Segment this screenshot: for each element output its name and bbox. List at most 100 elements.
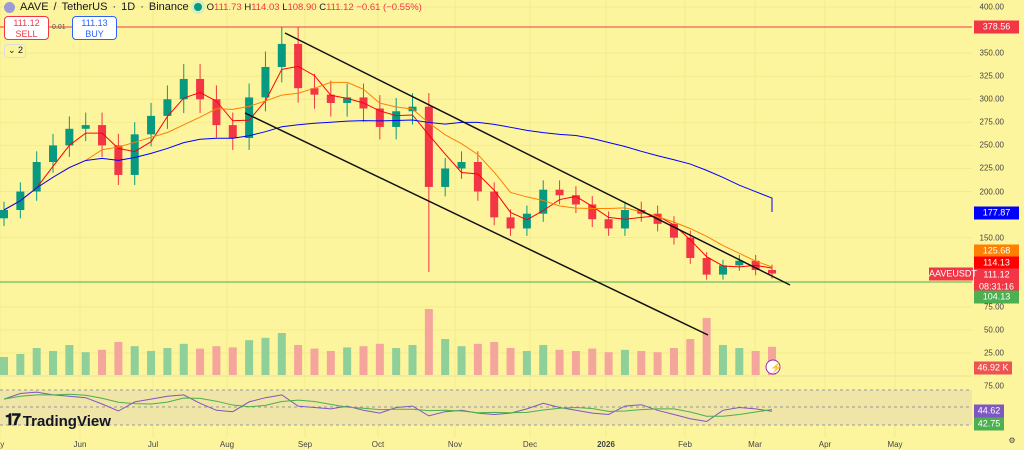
candle[interactable]: [768, 269, 776, 274]
candle[interactable]: [98, 125, 107, 146]
candle[interactable]: [473, 162, 482, 192]
time-axis-label: Feb: [678, 440, 692, 449]
time-axis-label: Oct: [371, 440, 385, 449]
candle[interactable]: [212, 99, 221, 126]
candle[interactable]: [735, 260, 744, 266]
tag-volume: 46.92 K: [974, 361, 1012, 375]
volume-bar: [147, 351, 156, 375]
volume-bar: [424, 309, 433, 375]
tradingview-logo[interactable]: 𝟏𝟕 TradingView: [5, 412, 111, 430]
candle[interactable]: [196, 78, 205, 100]
brand-name: TradingView: [22, 412, 111, 430]
candle[interactable]: [130, 134, 139, 175]
ma-short-line[interactable]: [3, 65, 773, 269]
volume-bar: [506, 348, 515, 375]
price-axis-label: 250.00: [979, 140, 1004, 150]
candle[interactable]: [163, 99, 172, 116]
volume-bar: [0, 357, 8, 375]
price-axis-label: 400.00: [979, 2, 1004, 12]
candle[interactable]: [718, 265, 727, 275]
candle[interactable]: [686, 237, 695, 258]
candle[interactable]: [375, 108, 384, 127]
volume-bar: [555, 349, 564, 375]
volume-bar: [343, 347, 352, 375]
ohlc-values: O111.73 H114.03 L108.90 C111.12 −0.61 (−…: [207, 2, 422, 13]
price-axis-label: 325.00: [979, 71, 1004, 81]
candle[interactable]: [539, 189, 548, 214]
candle[interactable]: [522, 213, 531, 229]
candle[interactable]: [392, 111, 401, 127]
indicator-count: 2: [18, 45, 24, 55]
separator: /: [53, 1, 57, 13]
volume-bar: [702, 318, 711, 375]
candle[interactable]: [702, 257, 711, 275]
settings-gear-icon[interactable]: ⚙: [1008, 436, 1016, 445]
tag-last-price: 111.12 08:31:16: [974, 268, 1019, 294]
low-label: L: [282, 1, 288, 13]
change-value: −0.61 (−0.55%): [356, 1, 422, 13]
candle[interactable]: [669, 223, 678, 238]
candle[interactable]: [277, 43, 286, 67]
channel-upper-line[interactable]: [284, 32, 791, 286]
candle[interactable]: [245, 97, 254, 139]
candle[interactable]: [65, 128, 74, 146]
time-axis-label: Sep: [297, 440, 313, 449]
volume-bar: [604, 352, 613, 375]
volume-bar: [392, 348, 401, 375]
volume-bar: [228, 347, 237, 375]
buy-label: BUY: [85, 29, 104, 39]
candle[interactable]: [588, 204, 597, 220]
indicators-toggle[interactable]: ⌄ 2: [4, 44, 26, 58]
candle[interactable]: [424, 106, 433, 187]
candle[interactable]: [571, 195, 580, 205]
sell-label: SELL: [15, 29, 38, 39]
volume-bar: [718, 345, 727, 375]
candle[interactable]: [228, 125, 237, 139]
candle[interactable]: [343, 97, 352, 103]
lightning-icon[interactable]: [765, 359, 781, 375]
high-value: 114.03: [251, 1, 280, 13]
candle[interactable]: [81, 125, 90, 129]
tradingview-mark-icon: 𝟏𝟕: [5, 412, 21, 429]
time-axis-label: Mar: [748, 440, 762, 449]
volume-bar: [32, 348, 41, 375]
channel-lower-line[interactable]: [244, 112, 709, 336]
tag-rsi: 44.62: [974, 404, 1004, 418]
volume-bar: [359, 346, 368, 375]
open-label: O: [206, 1, 215, 13]
buy-button[interactable]: 111.13 BUY: [72, 16, 117, 40]
candle[interactable]: [604, 219, 613, 229]
volume-bar: [669, 348, 678, 375]
rsi-ma-line[interactable]: [3, 393, 773, 417]
volume-bar: [751, 351, 760, 375]
candle[interactable]: [506, 217, 515, 229]
candle[interactable]: [457, 162, 466, 169]
volume-bar: [65, 345, 74, 375]
candle[interactable]: [0, 209, 8, 219]
volume-bar: [16, 354, 25, 375]
volume-bar: [473, 343, 482, 375]
interval: 1D: [121, 1, 136, 13]
countdown: 08:31:16: [978, 281, 1015, 292]
candle[interactable]: [310, 88, 319, 95]
price-axis-label: 350.00: [979, 48, 1004, 58]
price-axis-label: 150.00: [979, 233, 1004, 243]
aave-logo-icon: [4, 1, 15, 13]
time-axis-label: Apr: [818, 440, 832, 449]
sell-button[interactable]: 111.12 SELL: [4, 16, 49, 40]
tag-hline: 378.56: [974, 20, 1019, 34]
symbol-header[interactable]: AAVE / TetherUS · 1D · Binance O111.73 H…: [4, 0, 422, 14]
candle[interactable]: [441, 168, 450, 187]
volume-bar: [114, 342, 123, 375]
symbol: AAVE: [20, 1, 49, 13]
candle[interactable]: [490, 191, 499, 218]
candle[interactable]: [179, 78, 188, 100]
candle[interactable]: [261, 66, 270, 98]
ma-long-line[interactable]: [3, 119, 773, 212]
candle[interactable]: [326, 94, 335, 103]
candle[interactable]: [49, 145, 58, 163]
candle[interactable]: [32, 162, 41, 192]
candle[interactable]: [147, 115, 156, 135]
candle[interactable]: [555, 189, 564, 196]
